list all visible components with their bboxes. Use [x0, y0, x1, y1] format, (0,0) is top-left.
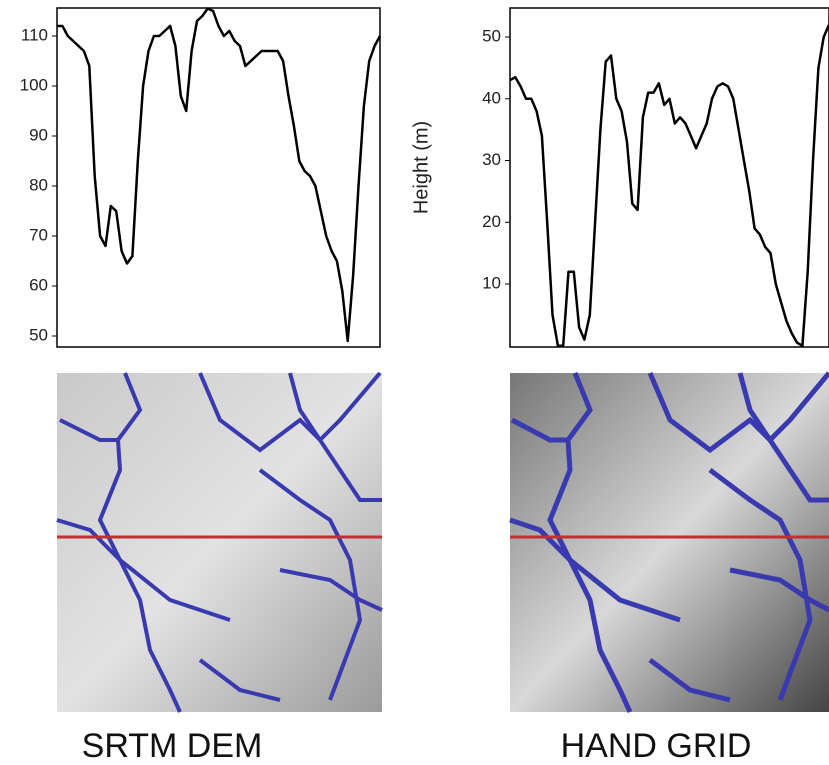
y-tick-label: 100	[20, 75, 48, 94]
hand-map	[509, 371, 829, 714]
y-tick-label: 110	[21, 25, 48, 44]
caption: HAND GRID	[561, 727, 752, 765]
y-tick-label: 80	[29, 175, 48, 194]
plot-frame	[56, 7, 381, 348]
line-series	[509, 24, 829, 348]
y-tick-label: 40	[482, 88, 501, 107]
y-tick-label: 70	[29, 225, 48, 244]
y-tick-label: 90	[29, 125, 48, 144]
srtm-map	[56, 371, 383, 713]
caption: SRTM DEM	[82, 727, 263, 765]
y-tick-label: 30	[482, 150, 501, 169]
y-axis-label: Height (m)	[410, 121, 432, 214]
y-tick-label: 10	[482, 274, 501, 293]
y-tick-label: 60	[29, 275, 48, 294]
line-series	[57, 7, 382, 343]
plot-frame	[509, 7, 829, 348]
y-tick-label: 50	[29, 325, 48, 344]
y-tick-label: 50	[482, 27, 501, 46]
y-tick-label: 20	[482, 212, 501, 231]
